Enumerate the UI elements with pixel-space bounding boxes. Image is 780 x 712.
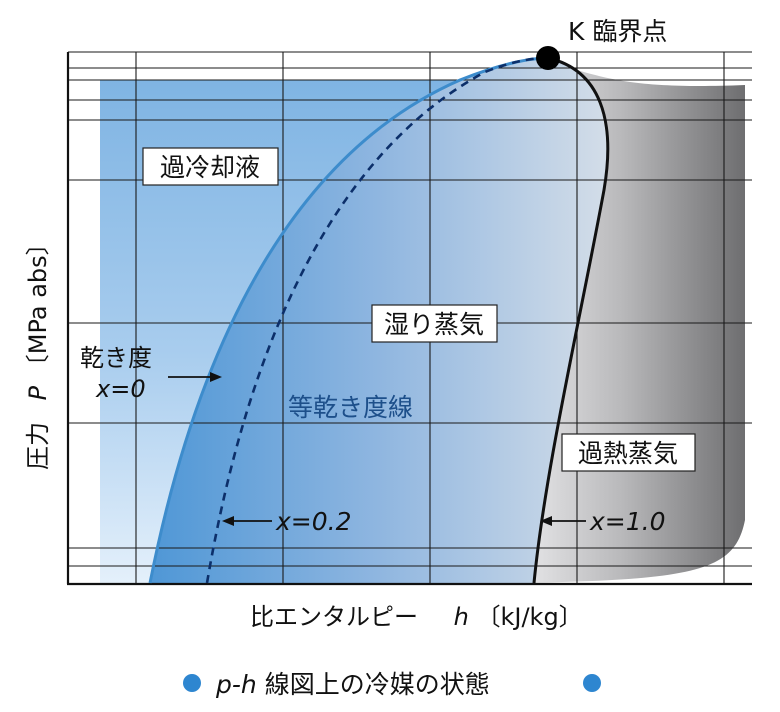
y-axis-label: 圧力 P 〔MPa abs〕 [24,231,52,470]
superheated-vapor-label: 過熱蒸気 [578,439,678,468]
dryness-label: 乾き度 [80,344,152,372]
saturated-vapor-line [532,56,610,584]
iso-quality-label: 等乾き度線 [288,393,413,422]
grid [68,51,752,583]
iso-quality-line-x02 [205,56,549,584]
arrow-x10 [540,516,586,526]
critical-point-label: K 臨界点 [568,17,667,46]
quality-x10-label: x=1.0 [589,507,666,536]
caption: p-h 線図上の冷媒の状態 [215,670,490,699]
arrow-x02 [222,516,272,526]
subcooled-liquid-label: 過冷却液 [160,153,260,182]
subcooled-liquid-region [100,80,460,583]
caption-dot-left [183,674,201,692]
quality-x02-label: x=0.2 [275,507,352,536]
critical-point-dot [536,46,560,70]
quality-x0-label: x=0 [95,375,146,403]
axes [66,52,752,586]
arrow-x0 [168,372,222,382]
wet-vapor-label: 湿り蒸気 [384,310,484,339]
x-axis-label: 比エンタルピー h 〔kJ/kg〕 [250,603,583,631]
caption-dot-right [583,674,601,692]
